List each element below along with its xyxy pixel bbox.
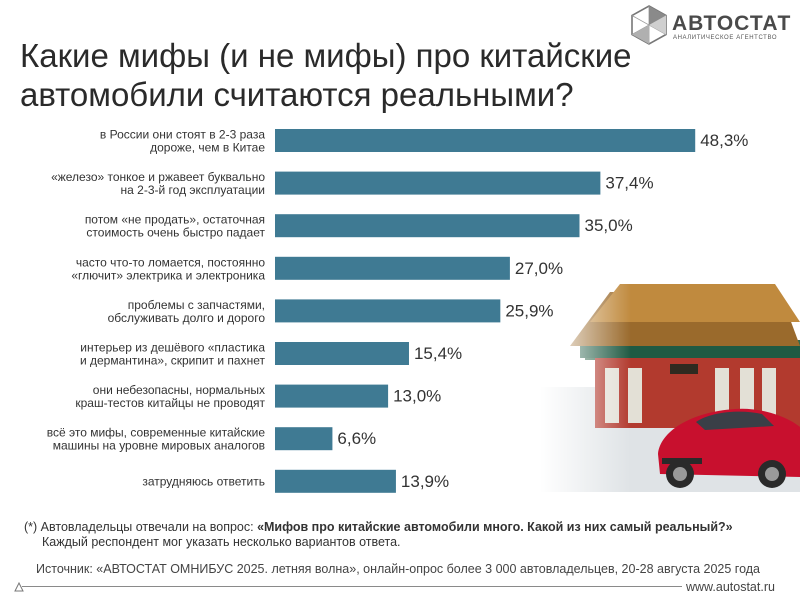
footnote: (*) Автовладельцы отвечали на вопрос: «М… bbox=[24, 520, 784, 550]
category-label-line: дороже, чем в Китае bbox=[150, 141, 265, 155]
title-line-2: автомобили считаются реальными? bbox=[20, 76, 574, 113]
bar-9 bbox=[275, 469, 396, 493]
bar-value-label: 25,9% bbox=[505, 301, 553, 320]
category-label-line: затрудняюсь ответить bbox=[142, 474, 265, 488]
bar-5 bbox=[275, 299, 501, 323]
category-label-line: и дермантина», скрипит и пахнет bbox=[80, 354, 266, 368]
footnote-prefix: (*) Автовладельцы отвечали на вопрос: bbox=[24, 520, 258, 534]
category-label-line: проблемы с запчастями, bbox=[128, 298, 265, 312]
category-label-line: потом «не продать», остаточная bbox=[85, 213, 265, 227]
bar-value-label: 35,0% bbox=[585, 216, 633, 235]
category-label: в России они стоят в 2-3 раза дороже, чем… bbox=[100, 128, 265, 155]
category-label: часто что-то ломается, постоянно «глючит»… bbox=[71, 255, 265, 282]
category-label: интерьер из дешёвого «пластика и дерманти… bbox=[80, 341, 266, 368]
category-label-line: «глючит» электрика и электроника bbox=[71, 268, 265, 282]
bar-3 bbox=[275, 214, 580, 238]
category-label-line: «железо» тонкое и ржавеет буквально bbox=[51, 170, 265, 184]
bar-value-label: 13,0% bbox=[393, 387, 441, 406]
category-label: они небезопасны, нормальных краш-тестов к… bbox=[75, 383, 265, 410]
category-label-line: часто что-то ломается, постоянно bbox=[76, 255, 265, 269]
bar-value-label: 13,9% bbox=[401, 472, 449, 491]
hexagon-logo-icon bbox=[631, 5, 667, 45]
bar-4 bbox=[275, 256, 510, 280]
bar-value-label: 48,3% bbox=[700, 131, 748, 150]
bar-6 bbox=[275, 342, 409, 365]
category-label-line: в России они стоят в 2-3 раза bbox=[100, 128, 265, 142]
category-label-line: обслуживать долго и дорого bbox=[108, 311, 266, 325]
category-label: потом «не продать», остаточная стоимость … bbox=[85, 213, 266, 240]
page-title: Какие мифы (и не мифы) про китайские авт… bbox=[20, 36, 660, 114]
footnote-line-2: Каждый респондент мог указать несколько … bbox=[42, 535, 401, 549]
bar-value-label: 37,4% bbox=[605, 174, 653, 193]
bar-value-label: 6,6% bbox=[337, 429, 376, 448]
category-label: проблемы с запчастями, обслуживать долго … bbox=[108, 298, 266, 325]
divider bbox=[22, 586, 682, 587]
category-label-line: они небезопасны, нормальных bbox=[93, 383, 265, 397]
bar-2 bbox=[275, 171, 601, 195]
chinese-temple-car-illustration bbox=[540, 262, 800, 492]
category-label: затрудняюсь ответить bbox=[142, 474, 265, 488]
brand-name: АВТОСТАТ bbox=[672, 12, 792, 35]
bar-8 bbox=[275, 427, 333, 451]
source-note: Источник: «АВТОСТАТ ОМНИБУС 2025. летняя… bbox=[36, 562, 761, 576]
category-label: всё это мифы, современные китайские машин… bbox=[47, 426, 266, 453]
title-line-1: Какие мифы (и не мифы) про китайские bbox=[20, 37, 632, 74]
category-label-line: машины на уровне мировых аналогов bbox=[53, 439, 265, 453]
category-label-line: краш-тестов китайцы не проводят bbox=[75, 396, 265, 410]
bar-value-label: 15,4% bbox=[414, 344, 462, 363]
bar-value-label: 27,0% bbox=[515, 259, 563, 278]
corner-triangle-icon bbox=[14, 582, 24, 592]
brand-logo: АВТОСТАТ АНАЛИТИЧЕСКОЕ АГЕНТСТВО bbox=[628, 4, 798, 46]
bar-1 bbox=[275, 129, 696, 152]
footnote-line-1: (*) Автовладельцы отвечали на вопрос: «М… bbox=[24, 520, 784, 535]
footnote-question: «Мифов про китайские автомобили много. К… bbox=[257, 520, 733, 534]
category-label: «железо» тонкое и ржавеет буквально на 2-… bbox=[51, 170, 265, 197]
category-label-line: всё это мифы, современные китайские bbox=[47, 426, 266, 440]
category-label-line: интерьер из дешёвого «пластика bbox=[80, 341, 265, 355]
red-car-icon bbox=[658, 408, 800, 488]
brand-subtitle: АНАЛИТИЧЕСКОЕ АГЕНТСТВО bbox=[673, 35, 778, 41]
category-label-line: стоимость очень быстро падает bbox=[86, 226, 265, 240]
bar-7 bbox=[275, 384, 389, 408]
category-label-line: на 2-3-й год эксплуатации bbox=[121, 183, 265, 197]
website-link[interactable]: www.autostat.ru bbox=[686, 580, 775, 594]
